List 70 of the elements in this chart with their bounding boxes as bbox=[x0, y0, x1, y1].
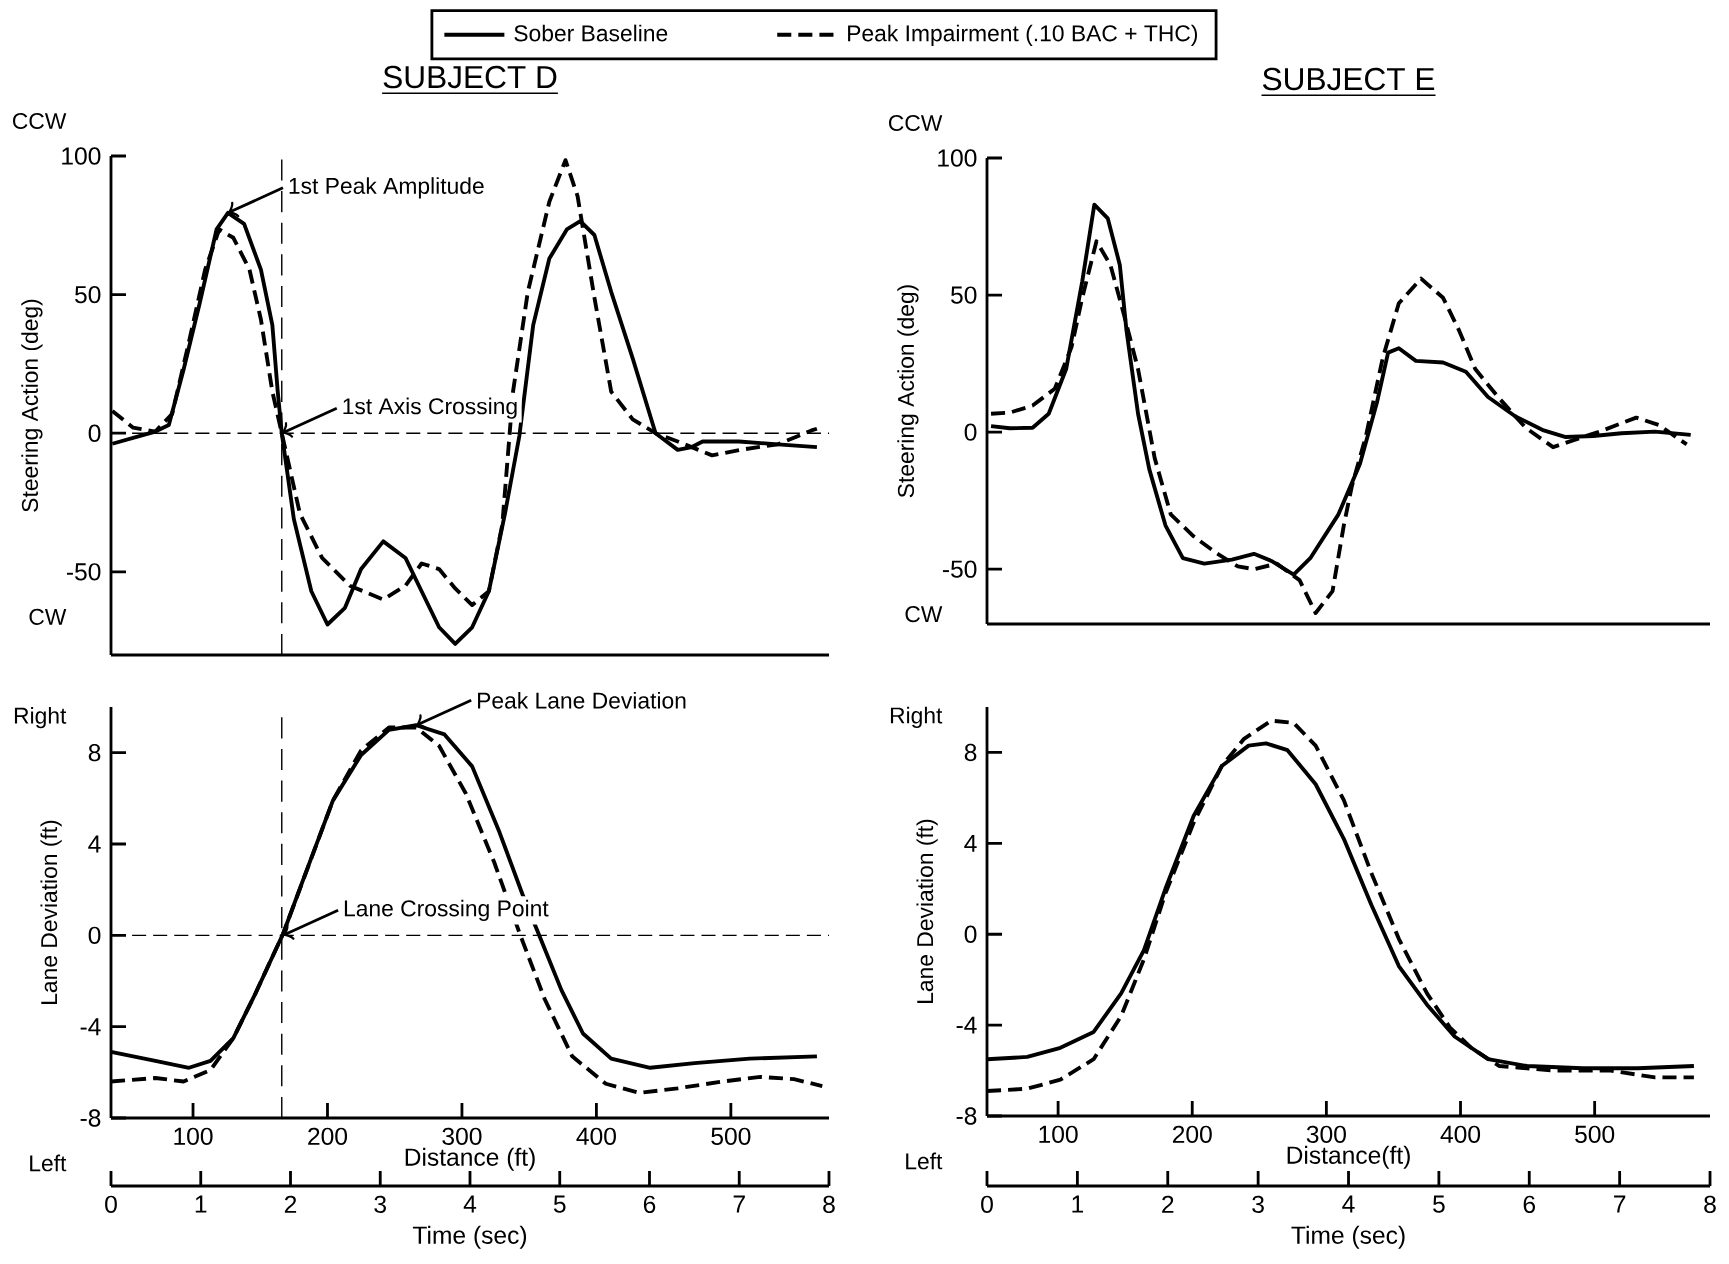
y-tick-label: 8 bbox=[964, 743, 977, 762]
x-tick-label: 100 bbox=[1039, 1125, 1078, 1143]
x2-tick-label: 5 bbox=[553, 1195, 566, 1213]
y-tick-label: -8 bbox=[80, 1109, 101, 1127]
y-axis-title: Steering Action (deg) bbox=[21, 299, 43, 512]
x-tick-label: 100 bbox=[174, 1127, 213, 1145]
chart-title: SUBJECT E bbox=[1262, 67, 1435, 91]
x-tick-label: 500 bbox=[1575, 1125, 1615, 1143]
annotation: Peak Lane Deviation bbox=[478, 691, 686, 709]
x2-axis-title: Time (sec) bbox=[412, 1225, 527, 1249]
y-tick-label: 100 bbox=[62, 147, 101, 165]
x2-tick-label: 4 bbox=[463, 1195, 477, 1213]
y-tick-label: 4 bbox=[964, 834, 977, 852]
legend-label: Peak Impairment (.10 BAC + THC) bbox=[848, 24, 1198, 46]
x2-tick-label: 0 bbox=[981, 1195, 993, 1213]
text: CCW bbox=[13, 112, 67, 130]
legend-label: Sober Baseline bbox=[514, 24, 668, 42]
x-tick-label: 300 bbox=[442, 1127, 482, 1145]
x2-tick-label: 1 bbox=[195, 1195, 207, 1213]
y-tick-label: -50 bbox=[66, 563, 101, 581]
text: Left bbox=[906, 1152, 943, 1170]
x2-tick-label: 3 bbox=[1252, 1195, 1264, 1213]
chart-title: SUBJECT D bbox=[383, 65, 557, 89]
x-tick-label: 400 bbox=[1440, 1125, 1481, 1143]
y-tick-label: -8 bbox=[956, 1107, 977, 1125]
annotation: 1st Axis Crossing bbox=[343, 397, 517, 419]
annotation: Lane Crossing Point bbox=[344, 899, 549, 921]
x-tick-label: 200 bbox=[308, 1127, 348, 1145]
y-tick-label: -4 bbox=[956, 1016, 977, 1034]
text: Left bbox=[30, 1154, 67, 1172]
x2-tick-label: 3 bbox=[374, 1195, 386, 1213]
x2-tick-label: 7 bbox=[1614, 1195, 1626, 1213]
x-tick-label: 500 bbox=[711, 1127, 751, 1145]
y-tick-label: 0 bbox=[88, 424, 101, 442]
x2-tick-label: 0 bbox=[105, 1195, 117, 1213]
y-tick-label: 8 bbox=[88, 743, 101, 762]
x2-tick-label: 6 bbox=[1523, 1195, 1535, 1213]
y-tick-label: 0 bbox=[964, 925, 977, 943]
text: Right bbox=[890, 706, 943, 729]
x-tick-label: 400 bbox=[576, 1127, 616, 1145]
text: CW bbox=[29, 608, 67, 625]
text: CW bbox=[905, 606, 943, 623]
y-tick-label: 50 bbox=[951, 286, 977, 304]
y-tick-label: 50 bbox=[75, 285, 101, 304]
x2-tick-label: 4 bbox=[1342, 1195, 1355, 1213]
x2-tick-label: 1 bbox=[1072, 1195, 1083, 1213]
y-tick-label: -4 bbox=[80, 1018, 101, 1036]
x2-tick-label: 7 bbox=[733, 1195, 745, 1213]
x-axis-title: Distance (ft) bbox=[405, 1147, 535, 1171]
y-axis-title: Lane Deviation (ft) bbox=[916, 819, 938, 1003]
x-tick-label: 200 bbox=[1172, 1125, 1212, 1143]
x2-tick-label: 8 bbox=[1704, 1195, 1716, 1213]
x2-tick-label: 2 bbox=[284, 1195, 297, 1213]
y-tick-label: -50 bbox=[942, 560, 977, 578]
y-tick-label: 0 bbox=[88, 926, 101, 945]
x2-tick-label: 5 bbox=[1433, 1195, 1445, 1213]
y-tick-label: 0 bbox=[964, 423, 977, 441]
x2-tick-label: 6 bbox=[643, 1195, 656, 1213]
x2-axis-title: Time (sec) bbox=[1291, 1225, 1405, 1249]
annotation: 1st Peak Amplitude bbox=[289, 177, 484, 199]
x-tick-label: 300 bbox=[1306, 1125, 1346, 1143]
y-tick-label: 100 bbox=[938, 149, 977, 167]
x2-tick-label: 2 bbox=[1162, 1195, 1174, 1213]
x2-tick-label: 8 bbox=[823, 1195, 835, 1213]
text: CCW bbox=[889, 114, 943, 132]
y-axis-title: Steering Action (deg) bbox=[897, 285, 919, 498]
text: Right bbox=[14, 707, 67, 729]
y-axis-title: Lane Deviation (ft) bbox=[40, 820, 62, 1004]
y-tick-label: 4 bbox=[88, 835, 101, 853]
x-axis-title: Distance(ft) bbox=[1287, 1145, 1410, 1169]
